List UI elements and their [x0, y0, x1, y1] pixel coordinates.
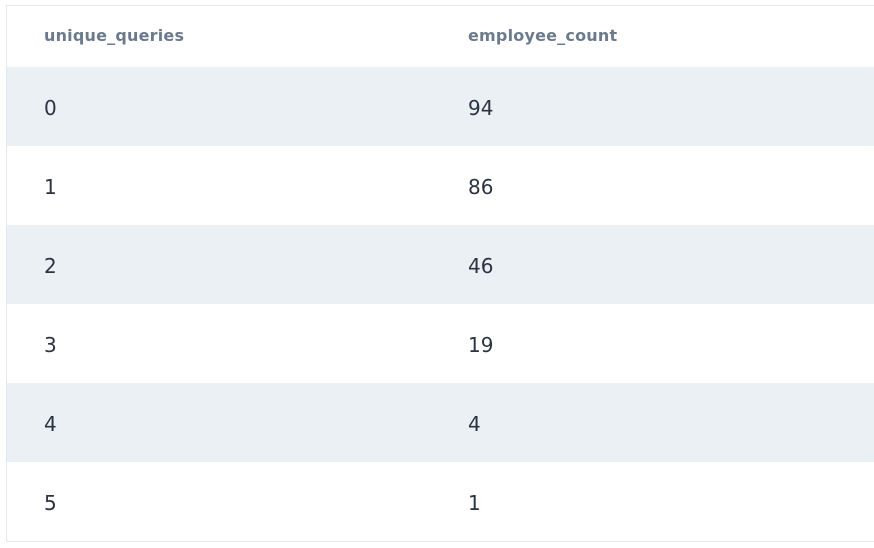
- cell-employee-count: 86: [468, 175, 494, 199]
- table-body: 0 94 1 86 2 46 3 19 4 4 5 1: [7, 67, 874, 541]
- cell-unique-queries: 1: [44, 175, 57, 199]
- cell-employee-count: 19: [468, 333, 494, 357]
- table-row: 0 94: [7, 67, 874, 146]
- cell-unique-queries: 3: [44, 333, 57, 357]
- table-row: 2 46: [7, 225, 874, 304]
- table-row: 3 19: [7, 304, 874, 383]
- column-header-unique-queries[interactable]: unique_queries: [44, 26, 185, 45]
- cell-employee-count: 1: [468, 491, 481, 515]
- column-header-employee-count[interactable]: employee_count: [468, 26, 618, 45]
- cell-unique-queries: 2: [44, 254, 57, 278]
- cell-unique-queries: 0: [44, 96, 57, 120]
- cell-employee-count: 46: [468, 254, 494, 278]
- cell-employee-count: 94: [468, 96, 494, 120]
- table-row: 5 1: [7, 462, 874, 541]
- cell-unique-queries: 4: [44, 412, 57, 436]
- cell-unique-queries: 5: [44, 491, 57, 515]
- table-header-row: unique_queries employee_count: [7, 6, 874, 67]
- table-row: 4 4: [7, 383, 874, 462]
- table-row: 1 86: [7, 146, 874, 225]
- results-table: unique_queries employee_count 0 94 1 86 …: [6, 5, 874, 542]
- cell-employee-count: 4: [468, 412, 481, 436]
